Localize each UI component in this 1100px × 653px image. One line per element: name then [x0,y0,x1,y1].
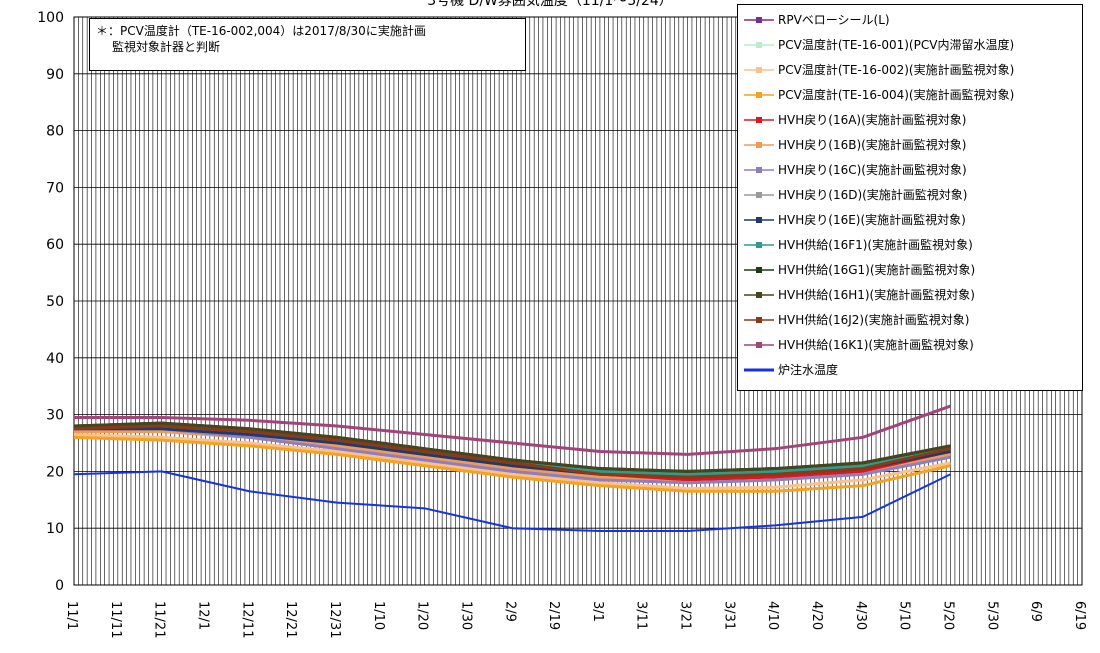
x-tick-label: 12/11 [239,601,254,638]
x-tick-label: 3/31 [721,601,736,630]
chart-title: 3号機 D/W雰囲気温度（11/1～5/24） [427,0,673,9]
legend-swatch [744,266,774,273]
legend: RPVベローシール(L) PCV温度計(TE-16-001)(PCV内滞留水温度)… [737,4,1083,391]
x-tick-label: 6/19 [1072,601,1087,630]
annotation-note: ＊：PCV温度計（TE-16-002,004）は2017/8/30に実施計画 監… [89,18,526,71]
legend-item: HVH戻り(16B)(実施計画監視対象) [742,132,967,157]
x-tick-label: 11/1 [64,601,79,630]
legend-item: HVH戻り(16E)(実施計画監視対象) [742,207,966,232]
y-tick-label: 70 [46,180,64,196]
x-tick-label: 11/11 [108,601,123,638]
y-tick-label: 40 [46,351,64,367]
legend-item: RPVベローシール(L) [742,7,890,32]
x-tick-label: 12/21 [283,601,298,638]
x-tick-label: 2/9 [502,601,517,622]
x-tick-label: 6/9 [1028,601,1043,622]
legend-item: PCV温度計(TE-16-002)(実施計画監視対象) [742,57,1014,82]
legend-item: PCV温度計(TE-16-001)(PCV内滞留水温度) [742,32,1014,57]
x-tick-label: 4/20 [809,601,824,630]
series-line [74,427,951,485]
legend-swatch [744,166,774,173]
x-tick-label: 3/1 [590,601,605,622]
legend-label: HVH戻り(16E)(実施計画監視対象) [778,213,966,227]
legend-item: PCV温度計(TE-16-004)(実施計画監視対象) [742,82,1014,107]
legend-swatch [744,316,774,323]
legend-item: HVH供給(16J2)(実施計画監視対象) [742,307,969,332]
y-tick-label: 0 [55,578,64,594]
y-tick-label: 10 [46,521,64,537]
legend-swatch [744,66,774,73]
legend-label: HVH供給(16K1)(実施計画監視対象) [778,338,974,352]
legend-label: PCV温度計(TE-16-002)(実施計画監視対象) [778,63,1015,77]
legend-item: HVH供給(16H1)(実施計画監視対象) [742,282,975,307]
series-line [73,424,951,479]
legend-item: HVH供給(16F1)(実施計画監視対象) [742,232,973,257]
legend-label: RPVベローシール(L) [778,13,890,27]
x-tick-label: 5/30 [984,601,999,630]
legend-label: HVH供給(16G1)(実施計画監視対象) [778,263,976,277]
legend-swatch [744,116,774,123]
x-tick-label: 2/19 [546,601,561,630]
legend-label: HVH供給(16F1)(実施計画監視対象) [778,238,973,252]
y-tick-label: 50 [46,294,64,310]
legend-item: HVH戻り(16D)(実施計画監視対象) [742,182,968,207]
y-tick-label: 30 [46,408,64,424]
legend-label: HVH供給(16J2)(実施計画監視対象) [778,313,970,327]
legend-swatch [744,191,774,198]
legend-label: HVH戻り(16A)(実施計画監視対象) [778,113,967,127]
series-line [74,404,952,456]
legend-label: 炉注水温度 [778,363,839,377]
series-line [73,421,951,473]
legend-label: HVH戻り(16B)(実施計画監視対象) [778,138,967,152]
note-line-1: ＊：PCV温度計（TE-16-002,004）は2017/8/30に実施計画 [96,24,426,38]
series-line [73,432,951,490]
y-tick-label: 60 [46,237,64,253]
legend-swatch [744,216,774,223]
legend-swatch [744,41,774,48]
legend-item: 炉注水温度 [742,357,838,382]
legend-swatch [744,241,774,248]
x-tick-label: 3/21 [678,601,693,630]
legend-item: HVH戻り(16A)(実施計画監視対象) [742,107,966,132]
x-tick-label: 3/11 [634,601,649,630]
legend-swatch [744,291,774,298]
x-tick-label: 1/30 [458,601,473,630]
x-tick-label: 1/20 [415,601,430,630]
x-tick-label: 5/20 [941,601,956,630]
x-tick-label: 1/10 [371,601,386,630]
series-line [73,470,951,533]
y-tick-label: 20 [46,464,64,480]
legend-swatch [744,341,774,348]
legend-item: HVH供給(16K1)(実施計画監視対象) [742,332,974,357]
x-tick-label: 12/31 [327,601,342,638]
y-tick-label: 100 [37,10,64,26]
legend-swatch [744,141,774,148]
legend-label: PCV温度計(TE-16-004)(実施計画監視対象) [778,88,1015,102]
legend-label: PCV温度計(TE-16-001)(PCV内滞留水温度) [778,38,1015,52]
x-tick-label: 4/30 [853,601,868,630]
note-line-2: 監視対象計器と判断 [112,40,221,54]
legend-label: HVH戻り(16D)(実施計画監視対象) [778,188,968,202]
x-tick-label: 5/10 [897,601,912,630]
legend-swatch [744,91,774,98]
x-tick-label: 12/1 [195,601,210,630]
legend-item: HVH戻り(16C)(実施計画監視対象) [742,157,967,182]
legend-label: HVH戻り(16C)(実施計画監視対象) [778,163,967,177]
legend-swatch [744,368,774,371]
x-tick-label: 4/10 [765,601,780,630]
y-tick-label: 90 [46,67,64,83]
legend-swatch [744,16,774,23]
legend-item: HVH供給(16G1)(実施計画監視対象) [742,257,975,282]
series-line [73,435,951,493]
legend-label: HVH供給(16H1)(実施計画監視対象) [778,288,975,302]
x-tick-label: 11/21 [152,601,167,638]
y-tick-label: 80 [46,124,64,140]
